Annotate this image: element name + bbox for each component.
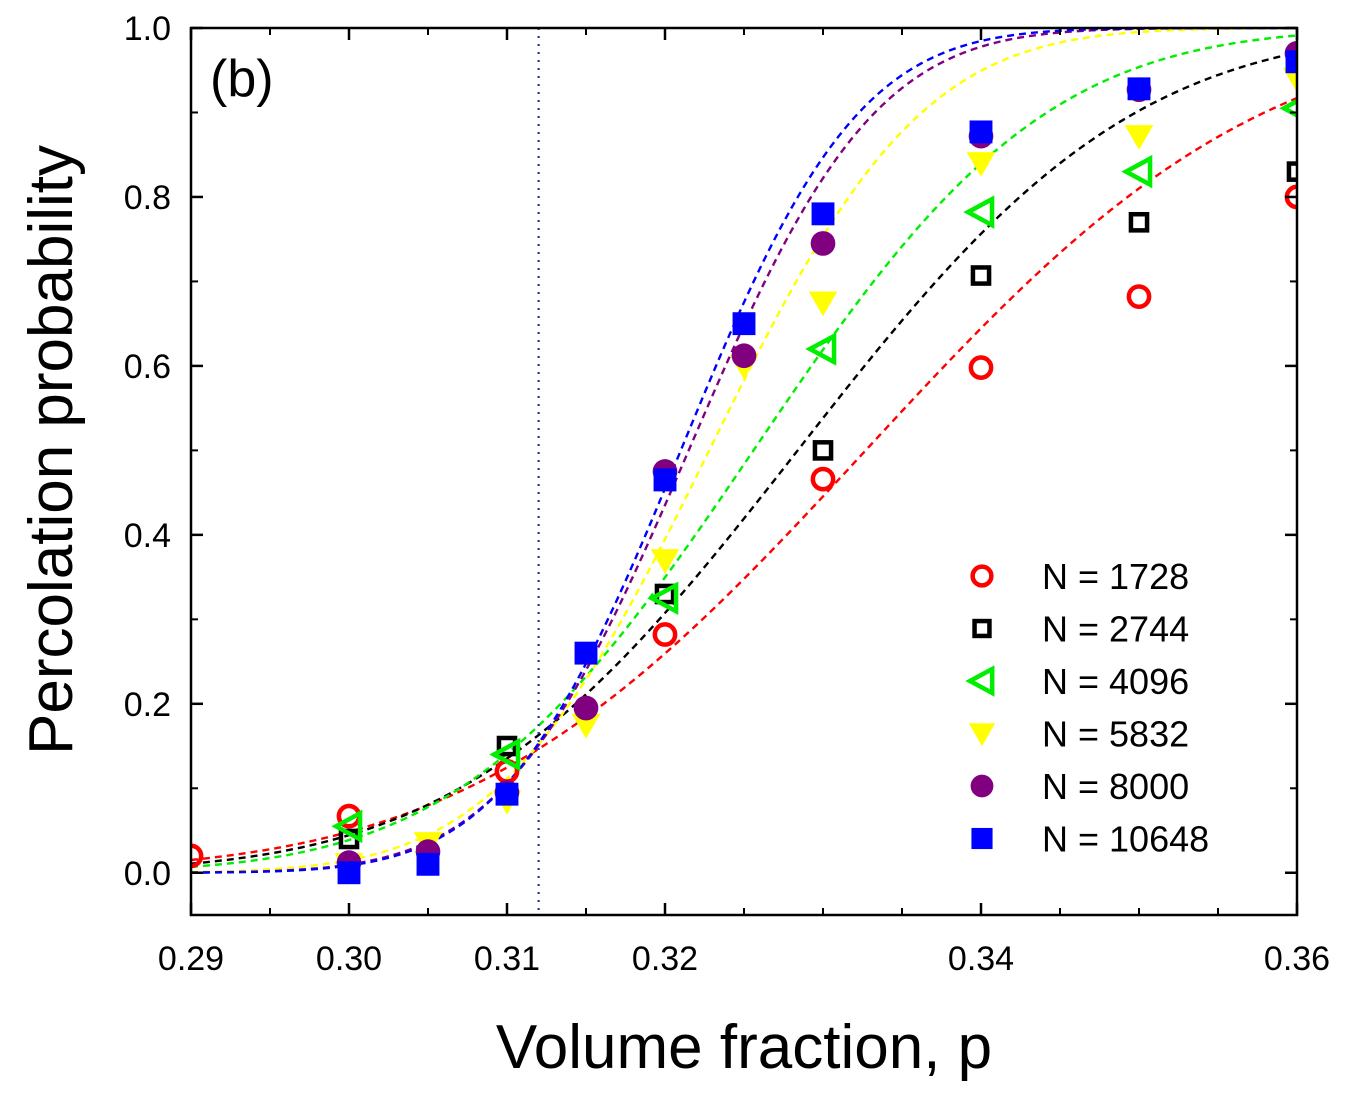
data-point [805,332,837,366]
data-point [653,468,677,492]
x-tick-label: 0.30 [316,940,382,978]
tick-labels: 0.29 0.30 0.31 0.32 0.34 0.36 0.0 0.2 0.4 0.6 0.8 1… [124,10,1330,978]
legend-label: N = 5832 [1042,714,1189,755]
axis-ticks [189,26,1299,915]
y-tick-label: 0.6 [124,348,171,386]
data-point [337,861,361,885]
y-axis-title: Percolation probability [17,145,86,755]
data-point [1282,67,1297,93]
data-point [574,641,598,665]
data-point [652,622,678,647]
data-point [1285,50,1297,74]
data-point [1127,77,1151,101]
legend-marker [965,665,995,697]
x-tick-label: 0.29 [158,940,224,978]
legend-label: N = 1728 [1042,556,1189,597]
data-point [966,152,996,177]
panel-label: (b) [210,50,274,108]
data-point [331,809,363,844]
fit-curve-n-10648 [191,28,1297,874]
legend-label: N = 4096 [1042,661,1189,702]
x-axis-title: Volume fraction, p [496,1013,992,1082]
data-point [810,466,836,492]
data-markers [191,40,1297,885]
data-point [1126,284,1152,310]
legend-marker [971,827,993,850]
legend-item-n-5832: N = 5832 [968,714,1189,755]
legend-marker [970,564,994,588]
data-point [647,581,679,615]
data-point [496,735,518,757]
data-point [811,202,835,226]
data-point [963,195,995,229]
data-point [810,231,836,256]
legend-label: N = 2744 [1042,609,1189,650]
data-point [970,265,992,286]
legend-marker [970,774,994,798]
data-point [416,852,440,876]
legend: N = 1728 N = 2744 N = 4096 N = 5832 N = 8000… [965,556,1209,860]
legend-marker [972,618,992,639]
data-point [573,695,599,721]
data-point [1124,125,1154,150]
x-tick-label: 0.36 [1264,940,1330,978]
legend-item-n-4096: N = 4096 [965,661,1189,702]
y-tick-label: 1.0 [124,10,171,48]
data-point [808,291,838,317]
legend-item-n-10648: N = 10648 [971,819,1209,860]
series-n-1728 [191,184,1297,869]
fit-curve-n-1728 [191,96,1297,862]
data-point [812,440,834,461]
data-point [489,737,521,772]
data-point [1121,154,1153,189]
legend-item-n-1728: N = 1728 [970,556,1189,597]
y-tick-label: 0.4 [124,517,171,555]
legend-marker [968,723,996,747]
fit-curve-n-2744 [191,51,1297,865]
data-point [732,312,756,336]
x-tick-label: 0.32 [632,940,698,978]
legend-item-n-2744: N = 2744 [972,609,1189,650]
legend-label: N = 8000 [1042,766,1189,807]
series-n-10648 [337,50,1297,885]
fit-curve-n-5832 [191,28,1297,874]
data-point [495,782,519,806]
series-n-5832 [334,67,1297,878]
x-tick-label: 0.34 [948,940,1014,978]
data-point [969,120,993,144]
data-point [650,549,680,574]
data-point [1128,211,1150,233]
y-tick-label: 0.8 [124,179,171,217]
data-point [731,343,757,369]
y-tick-label: 0.0 [124,855,171,893]
y-tick-label: 0.2 [124,686,171,724]
x-tick-label: 0.31 [474,940,540,978]
legend-label: N = 10648 [1042,819,1209,860]
data-point [968,355,994,380]
legend-item-n-8000: N = 8000 [970,766,1189,807]
data-point [571,713,601,739]
